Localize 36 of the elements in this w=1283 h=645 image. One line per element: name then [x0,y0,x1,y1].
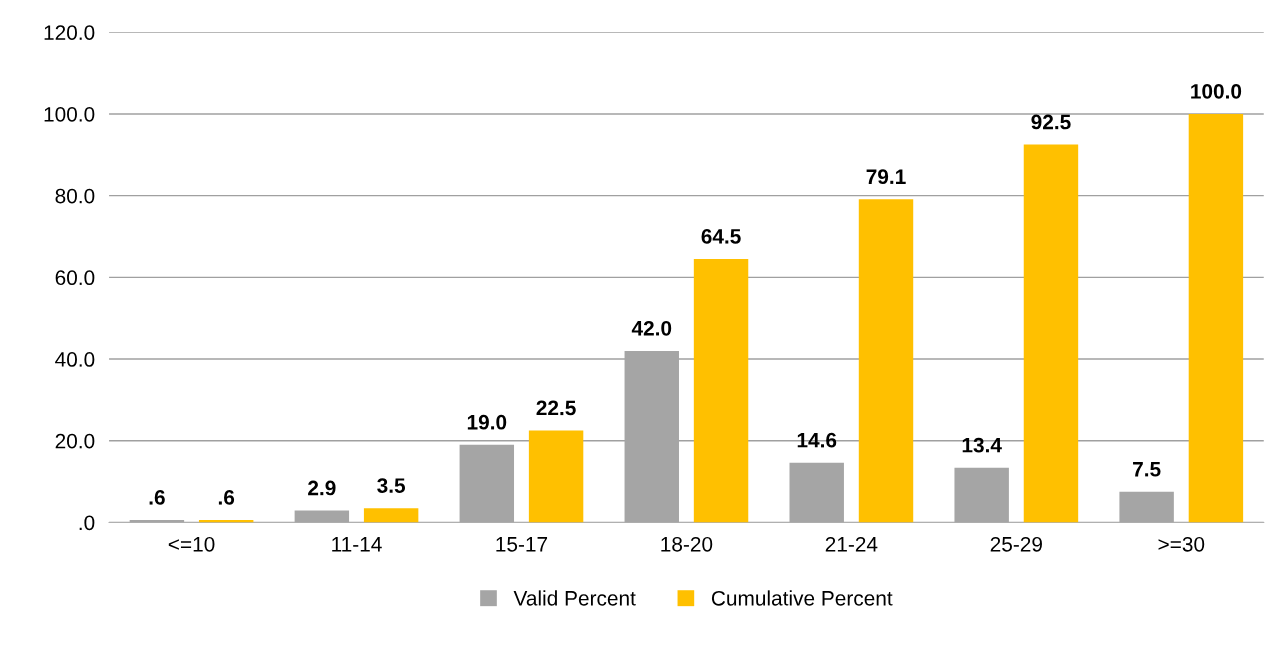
legend-label: Cumulative Percent [711,590,893,606]
bar [858,199,914,523]
x-tick-label: 21-24 [825,536,878,552]
y-tick-label: 40.0 [55,352,95,367]
bar [528,430,584,523]
data-label: 92.5 [1031,114,1071,130]
data-label: 100.0 [1191,83,1242,99]
data-label: .6 [149,490,165,505]
x-tick-label: 18-20 [661,536,713,552]
bar [1188,113,1244,523]
y-tick-label: .0 [79,515,95,531]
y-tick-label: 60.0 [55,270,95,286]
x-tick-label: 25-29 [990,536,1042,552]
y-tick-label: 20.0 [55,433,95,449]
x-tick-label: <=10 [168,536,215,552]
data-label: 3.5 [377,478,406,493]
legend-label: Valid Percent [513,590,636,606]
data-label: 7.5 [1133,462,1161,477]
data-label: 42.0 [631,320,672,336]
x-tick-label: 15-17 [496,537,548,552]
data-label: .6 [218,490,235,505]
data-label: 13.4 [962,437,1002,453]
y-tick-label: 80.0 [55,188,95,204]
data-label: 79.1 [866,169,906,185]
data-label: 14.6 [797,432,837,448]
x-tick-label: >=30 [1158,536,1205,552]
x-tick-label: 11-14 [332,537,382,552]
data-label: 64.5 [701,228,741,244]
bar [693,258,749,523]
bar [363,508,419,523]
data-label: 22.5 [536,400,576,416]
y-tick-label: 120.0 [44,25,95,40]
y-tick-label: 100.0 [44,106,95,122]
data-label: 19.0 [467,414,507,430]
data-label: 2.9 [308,480,336,496]
bar [1023,144,1079,523]
